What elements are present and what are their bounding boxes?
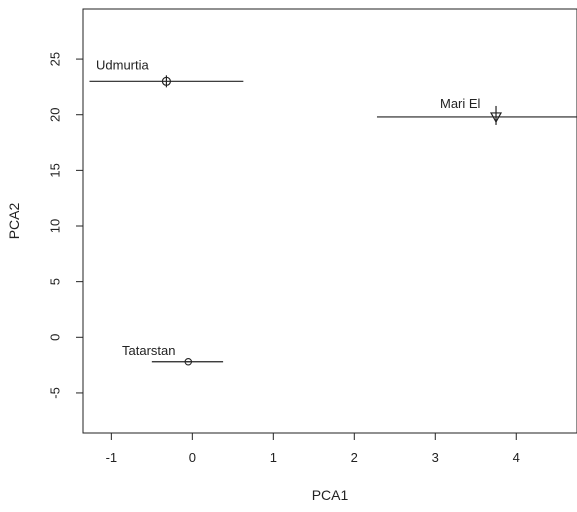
x-axis: -1 0 1 2 3 4: [106, 433, 520, 465]
y-tick-label: -5: [47, 387, 62, 399]
y-tick-label: 5: [47, 278, 62, 285]
point-label-mari-el: Mari El: [440, 96, 481, 111]
x-tick-label: -1: [106, 450, 118, 465]
y-axis: -5 0 5 10 15 20 25: [47, 52, 83, 399]
point-label-tatarstan: Tatarstan: [122, 343, 175, 358]
y-tick-label: 0: [47, 334, 62, 341]
data-series: Udmurtia Mari El Tatarstan: [89, 57, 577, 366]
x-tick-label: 1: [270, 450, 277, 465]
x-tick-label: 2: [351, 450, 358, 465]
point-tatarstan: Tatarstan: [122, 343, 224, 366]
y-axis-title: PCA2: [6, 203, 22, 240]
point-label-udmurtia: Udmurtia: [96, 57, 150, 72]
x-axis-title: PCA1: [312, 487, 349, 503]
point-mari-el: Mari El: [376, 96, 577, 125]
y-tick-label: 10: [47, 219, 62, 233]
y-tick-label: 15: [47, 163, 62, 177]
y-tick-label: 25: [47, 52, 62, 66]
plot-frame: [82, 8, 577, 434]
y-tick-label: 20: [47, 107, 62, 121]
x-tick-label: 3: [432, 450, 439, 465]
x-tick-label: 4: [513, 450, 520, 465]
x-tick-label: 0: [189, 450, 196, 465]
point-udmurtia: Udmurtia: [89, 57, 244, 88]
point-marker: [184, 358, 193, 366]
